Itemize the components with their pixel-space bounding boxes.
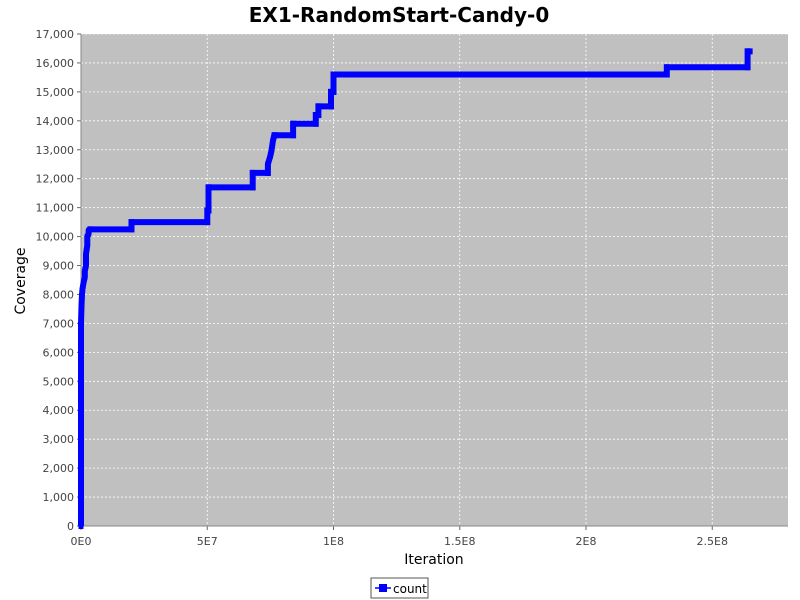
y-tick-label: 3,000 <box>43 433 75 446</box>
data-point <box>664 71 670 78</box>
data-point <box>78 413 84 420</box>
y-tick-label: 8,000 <box>43 288 75 301</box>
x-tick-label: 1E8 <box>323 535 344 548</box>
data-point <box>265 169 271 176</box>
data-point <box>204 219 210 226</box>
y-tick-label: 14,000 <box>36 115 75 128</box>
y-tick-label: 5,000 <box>43 375 75 388</box>
data-point <box>313 112 319 119</box>
data-point <box>79 303 85 310</box>
data-point <box>250 184 256 191</box>
y-tick-label: 16,000 <box>36 57 75 70</box>
data-point <box>78 349 84 356</box>
legend-box <box>370 577 429 599</box>
data-point <box>745 64 751 71</box>
data-point <box>81 279 87 286</box>
y-tick-label: 12,000 <box>36 173 75 186</box>
x-axis: 0E0 5E7 1E8 1.5E8 2E8 2.5E8 <box>71 525 788 548</box>
data-point <box>78 494 84 501</box>
y-tick-label: 15,000 <box>36 86 75 99</box>
x-tick-label: 2E8 <box>576 535 597 548</box>
data-point <box>78 398 84 405</box>
legend-label-count: count <box>393 582 427 596</box>
data-point <box>664 64 670 71</box>
y-axis: 0 1,000 2,000 3,000 4,000 5,000 6,000 7,000 8,00… <box>36 28 82 533</box>
plot-area <box>81 34 788 526</box>
data-point <box>267 152 273 159</box>
data-point <box>331 88 336 95</box>
data-point <box>78 470 84 477</box>
data-point <box>129 226 134 233</box>
data-point <box>272 132 278 139</box>
data-point <box>315 112 321 119</box>
legend: count <box>370 577 429 599</box>
y-tick-label: 7,000 <box>43 317 75 330</box>
data-point <box>78 360 84 367</box>
data-point <box>313 120 319 127</box>
x-tick-label: 1.5E8 <box>444 535 475 548</box>
chart-title: EX1-RandomStart-Candy-0 <box>249 3 550 27</box>
y-tick-label: 6,000 <box>43 346 75 359</box>
y-tick-label: 9,000 <box>43 260 75 273</box>
data-point <box>82 274 88 281</box>
data-point <box>78 430 84 437</box>
x-tick-label: 2.5E8 <box>697 535 728 548</box>
data-point <box>290 120 296 127</box>
y-tick-label: 0 <box>67 520 74 533</box>
y-tick-label: 13,000 <box>36 144 75 157</box>
x-tick-label: 0E0 <box>71 535 92 548</box>
data-point <box>82 268 88 275</box>
data-point <box>83 250 89 257</box>
y-tick-label: 11,000 <box>36 202 75 215</box>
data-point <box>250 169 256 176</box>
y-tick-label: 2,000 <box>43 462 75 475</box>
data-point <box>78 384 84 391</box>
x-tick-label: 5E7 <box>197 535 218 548</box>
series-layer <box>78 48 753 529</box>
data-point <box>78 523 84 529</box>
data-point <box>328 88 334 95</box>
x-axis-label: Iteration <box>404 552 463 568</box>
data-point <box>84 242 90 249</box>
data-point <box>265 161 271 168</box>
data-point <box>87 226 93 233</box>
legend-marker-count <box>379 584 387 592</box>
data-point <box>206 207 212 214</box>
data-point <box>78 450 84 457</box>
data-point <box>331 71 336 78</box>
data-point <box>207 184 213 191</box>
data-point <box>315 103 321 110</box>
y-tick-label: 17,000 <box>36 28 75 41</box>
grid-lines <box>81 33 788 526</box>
data-point <box>78 372 84 379</box>
data-point <box>745 48 751 55</box>
data-point <box>129 219 134 226</box>
data-point <box>270 138 276 145</box>
y-tick-label: 10,000 <box>36 231 75 244</box>
y-axis-label: Coverage <box>13 247 29 314</box>
y-tick-label: 1,000 <box>43 491 75 504</box>
data-point <box>78 320 84 327</box>
data-point <box>79 291 85 298</box>
data-point <box>83 262 89 269</box>
data-point <box>290 132 296 139</box>
data-point <box>747 48 753 55</box>
y-tick-label: 4,000 <box>43 404 75 417</box>
data-point <box>269 146 275 153</box>
data-point <box>328 103 334 110</box>
